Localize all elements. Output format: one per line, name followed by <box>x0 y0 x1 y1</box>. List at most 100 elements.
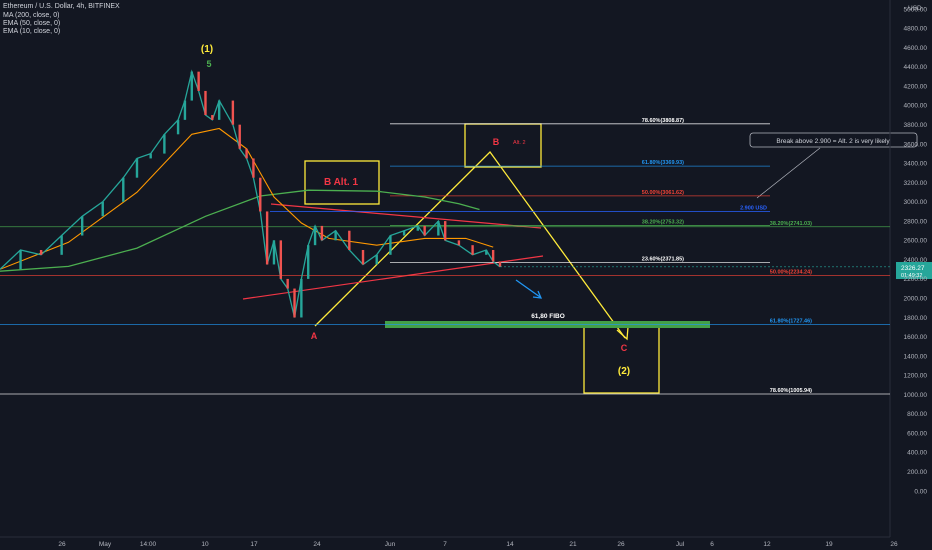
y-tick-label: 2200.00 <box>904 276 928 283</box>
y-tick-label: 1400.00 <box>904 353 928 360</box>
fib-level-label: 23.60%(2371.85) <box>642 256 684 262</box>
y-tick-label: 2600.00 <box>904 238 928 245</box>
fib-level-label: 2.900 USD <box>740 205 767 211</box>
y-tick-label: 3400.00 <box>904 161 928 168</box>
candle <box>135 158 139 178</box>
y-tick-label: 800.00 <box>907 411 927 418</box>
y-tick-label: 2400.00 <box>904 257 928 264</box>
wave-a-label: A <box>311 331 318 341</box>
candle <box>444 221 447 241</box>
y-tick-label: 2000.00 <box>904 296 928 303</box>
candle <box>313 225 317 246</box>
candle <box>80 216 84 236</box>
y-tick-label: 4200.00 <box>904 83 928 90</box>
blue-arrowhead <box>532 290 543 299</box>
candle <box>389 235 392 255</box>
wave-1-label: (1) <box>201 44 213 55</box>
candle <box>375 254 378 265</box>
candle <box>361 250 365 265</box>
y-tick-label: 1000.00 <box>904 392 928 399</box>
x-tick-label: 12 <box>763 541 771 548</box>
price-line <box>0 69 501 318</box>
x-tick-label: 7 <box>443 541 447 548</box>
callout-box <box>749 132 918 148</box>
x-tick-label: 19 <box>825 541 833 548</box>
y-tick-label: 2800.00 <box>904 218 928 225</box>
y-tick-label: 4800.00 <box>904 26 928 33</box>
y-tick-label: 200.00 <box>907 469 927 476</box>
candle <box>293 288 296 318</box>
x-tick-label: 17 <box>250 541 258 548</box>
candle <box>122 177 125 202</box>
candle <box>416 225 420 231</box>
y-tick-label: 3600.00 <box>904 141 928 148</box>
callout-pointer <box>756 147 821 199</box>
candle <box>211 115 214 120</box>
candle <box>491 250 495 262</box>
x-tick-label: 6 <box>710 541 714 548</box>
fib-level-label: 78.60%(1005.94) <box>770 388 812 394</box>
candle <box>498 261 502 267</box>
candle <box>423 225 426 236</box>
wave-c-label: C <box>621 343 628 353</box>
candle <box>238 124 241 149</box>
y-tick-label: 3800.00 <box>904 122 928 129</box>
candle <box>231 100 235 125</box>
legend-ema10: EMA (10, close, 0) <box>3 28 60 35</box>
candle <box>279 240 283 279</box>
fib-level-label: 38.20%(2741.03) <box>770 221 812 227</box>
y-tick-label: 1800.00 <box>904 315 928 322</box>
y-tick-label: 1600.00 <box>904 334 928 341</box>
y-tick-label: 0.00 <box>914 488 927 495</box>
ma200-line <box>0 189 480 272</box>
candle <box>252 158 255 178</box>
candle <box>272 240 276 265</box>
candle <box>485 250 488 255</box>
x-tick-label: Jun <box>385 541 396 548</box>
triangle-arrowhead <box>616 326 629 341</box>
candle <box>197 71 200 91</box>
x-tick-label: 26 <box>58 541 66 548</box>
y-tick-label: 3200.00 <box>904 180 928 187</box>
x-tick-label: 21 <box>569 541 577 548</box>
blue-arrow-line <box>515 279 541 298</box>
y-tick-label: 600.00 <box>907 430 927 437</box>
fib-level-label: 78.60%(3808.87) <box>642 118 684 124</box>
currency-label: USD <box>908 5 922 12</box>
x-tick-label: 14:00 <box>140 541 157 548</box>
candle <box>457 240 461 246</box>
fib-level-label: 38.20%(2753.32) <box>642 220 684 226</box>
candle <box>307 245 310 279</box>
chart-legend: Ethereum / U.S. Dollar, 4h, BITFINEX MA … <box>3 3 120 35</box>
y-tick-label: 1200.00 <box>904 373 928 380</box>
x-tick-label: 10 <box>201 541 209 548</box>
fib-level-label: 61.80%(3369.93) <box>642 160 684 166</box>
wave-b-label: B <box>493 137 500 147</box>
candle <box>19 250 22 270</box>
price-badge-value: 2326.27 <box>901 265 925 272</box>
x-tick-label: 24 <box>313 541 321 548</box>
fib-level-label: 50.00%(3061.62) <box>642 190 684 196</box>
ema50-line <box>0 127 494 270</box>
legend-ma200: MA (200, close, 0) <box>3 12 59 19</box>
candle <box>259 177 262 212</box>
candle <box>286 278 289 289</box>
x-tick-label: Jul <box>676 541 685 548</box>
candle <box>163 134 166 154</box>
candle <box>183 100 187 120</box>
lower-trendline <box>242 255 544 300</box>
candle <box>320 225 324 241</box>
y-tick-label: 4000.00 <box>904 103 928 110</box>
b-alt1-box <box>304 160 380 205</box>
wave-2-label: (2) <box>618 366 630 377</box>
legend-symbol: Ethereum / U.S. Dollar, 4h, BITFINEX <box>3 3 120 10</box>
x-tick-label: 14 <box>506 541 514 548</box>
candle <box>265 211 269 265</box>
candle <box>176 119 180 135</box>
candle <box>101 201 104 217</box>
candle <box>190 71 193 101</box>
